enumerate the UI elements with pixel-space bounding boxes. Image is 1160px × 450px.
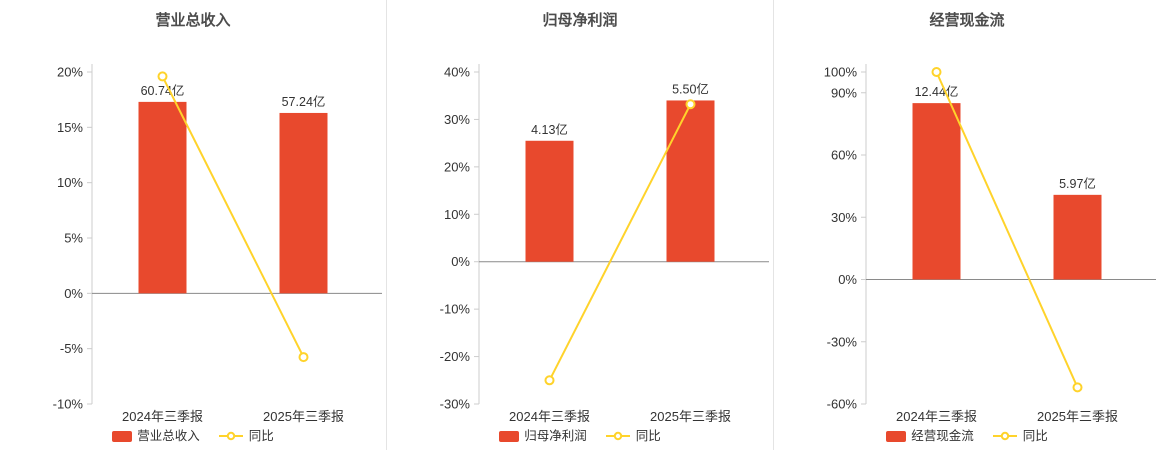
y-tick-label: -30% [827, 334, 858, 349]
y-tick-label: 100% [824, 65, 858, 80]
legend-item-yoy-line[interactable]: 同比 [605, 429, 661, 443]
x-axis-label: 2025年三季报 [1037, 409, 1118, 424]
y-tick-label: 20% [57, 65, 83, 80]
x-axis-label: 2024年三季报 [509, 409, 590, 424]
y-tick-label: 20% [444, 159, 470, 174]
bar-series-swatch-icon [499, 430, 520, 442]
chart-title: 营业总收入 [155, 12, 231, 29]
yoy-marker [544, 375, 555, 386]
bar-series-swatch-icon [886, 430, 907, 442]
bar [525, 140, 574, 262]
legend-label-yoy: 同比 [635, 429, 661, 443]
bar-value-label: 5.50亿 [672, 81, 709, 96]
legend-item-yoy-line[interactable]: 同比 [992, 429, 1048, 443]
yoy-marker [298, 352, 309, 363]
y-tick-label: -20% [440, 349, 471, 364]
bar [1053, 194, 1102, 280]
chart-plot-canvas: 20% 15% 10% 5% 0% -5% -10% 60.74亿 57.24亿 2024年三季报… [53, 64, 382, 424]
y-tick-label: 90% [831, 85, 857, 100]
legend-item-bar-series[interactable]: 营业总收入 [112, 429, 200, 443]
legend-label-yoy: 同比 [1022, 429, 1048, 443]
bar-series-swatch-icon [112, 430, 133, 442]
bar [666, 100, 715, 262]
yoy-line [935, 71, 1079, 388]
y-tick-label: -5% [60, 341, 84, 356]
y-tick-label: 10% [444, 207, 470, 222]
bar [279, 112, 328, 294]
yoy-line-marker-icon [218, 431, 243, 441]
yoy-line [548, 103, 692, 381]
yoy-line [161, 75, 305, 358]
y-tick-label: 0% [451, 254, 470, 269]
y-tick-label: -60% [827, 397, 858, 412]
x-axis-label: 2025年三季报 [263, 409, 344, 424]
bar-value-label: 60.74亿 [141, 83, 185, 98]
yoy-marker [157, 71, 168, 82]
y-tick-label: -10% [53, 397, 84, 412]
y-tick-label: 15% [57, 120, 83, 135]
x-axis-label: 2024年三季报 [896, 409, 977, 424]
legend-item-bar-series[interactable]: 经营现金流 [886, 429, 974, 443]
y-tick-label: 10% [57, 175, 83, 190]
chart-title: 经营现金流 [929, 12, 1005, 29]
y-tick-label: 0% [838, 272, 857, 287]
bar [138, 101, 187, 294]
x-axis-label: 2024年三季报 [122, 409, 203, 424]
chart-plot-canvas: 40% 30% 20% 10% 0% -10% -20% -30% 4.13亿 5.50亿 2024… [440, 64, 769, 424]
y-tick-label: 30% [444, 112, 470, 127]
y-tick-label: 60% [831, 148, 857, 163]
chart-legend: 归母净利润 同比 [499, 427, 661, 445]
bar-value-label: 5.97亿 [1059, 176, 1096, 191]
chart-panel-net-profit: 归母净利润 40% 30% 20% 10% 0% -10% -20% -30% 4.13亿 5.5… [387, 0, 774, 450]
y-tick-label: 30% [831, 210, 857, 225]
chart-legend: 经营现金流 同比 [886, 427, 1048, 445]
bar [912, 103, 961, 280]
legend-item-bar-series[interactable]: 归母净利润 [499, 429, 587, 443]
chart-legend: 营业总收入 同比 [112, 427, 274, 445]
chart-panel-operating-cash-flow: 经营现金流 100% 90% 60% 30% 0% -30% -60% 12.44亿 5.97亿… [774, 0, 1160, 450]
yoy-marker [685, 99, 696, 110]
legend-label-bar-series: 营业总收入 [137, 429, 200, 443]
yoy-line-marker-icon [992, 431, 1017, 441]
chart-panel-total-revenue: 营业总收入 20% 15% 10% 5% 0% -5% -10% 60.74亿 57.24亿 20… [0, 0, 387, 450]
yoy-marker [931, 67, 942, 77]
y-tick-label: -10% [440, 302, 471, 317]
bar-value-label: 12.44亿 [915, 84, 959, 99]
chart-plot-canvas: 100% 90% 60% 30% 0% -30% -60% 12.44亿 5.97亿 2024年三… [824, 64, 1156, 424]
yoy-marker [1072, 382, 1083, 393]
legend-label-bar-series: 经营现金流 [911, 429, 974, 443]
bar-value-label: 4.13亿 [531, 122, 568, 137]
chart-title: 归母净利润 [542, 12, 618, 29]
y-tick-label: 40% [444, 65, 470, 80]
y-tick-label: 5% [64, 231, 83, 246]
x-axis-label: 2025年三季报 [650, 409, 731, 424]
bar-value-label: 57.24亿 [282, 94, 326, 109]
legend-label-bar-series: 归母净利润 [524, 429, 587, 443]
legend-item-yoy-line[interactable]: 同比 [218, 429, 274, 443]
y-tick-label: -30% [440, 397, 471, 412]
yoy-line-marker-icon [605, 431, 630, 441]
legend-label-yoy: 同比 [248, 429, 274, 443]
y-tick-label: 0% [64, 286, 83, 301]
